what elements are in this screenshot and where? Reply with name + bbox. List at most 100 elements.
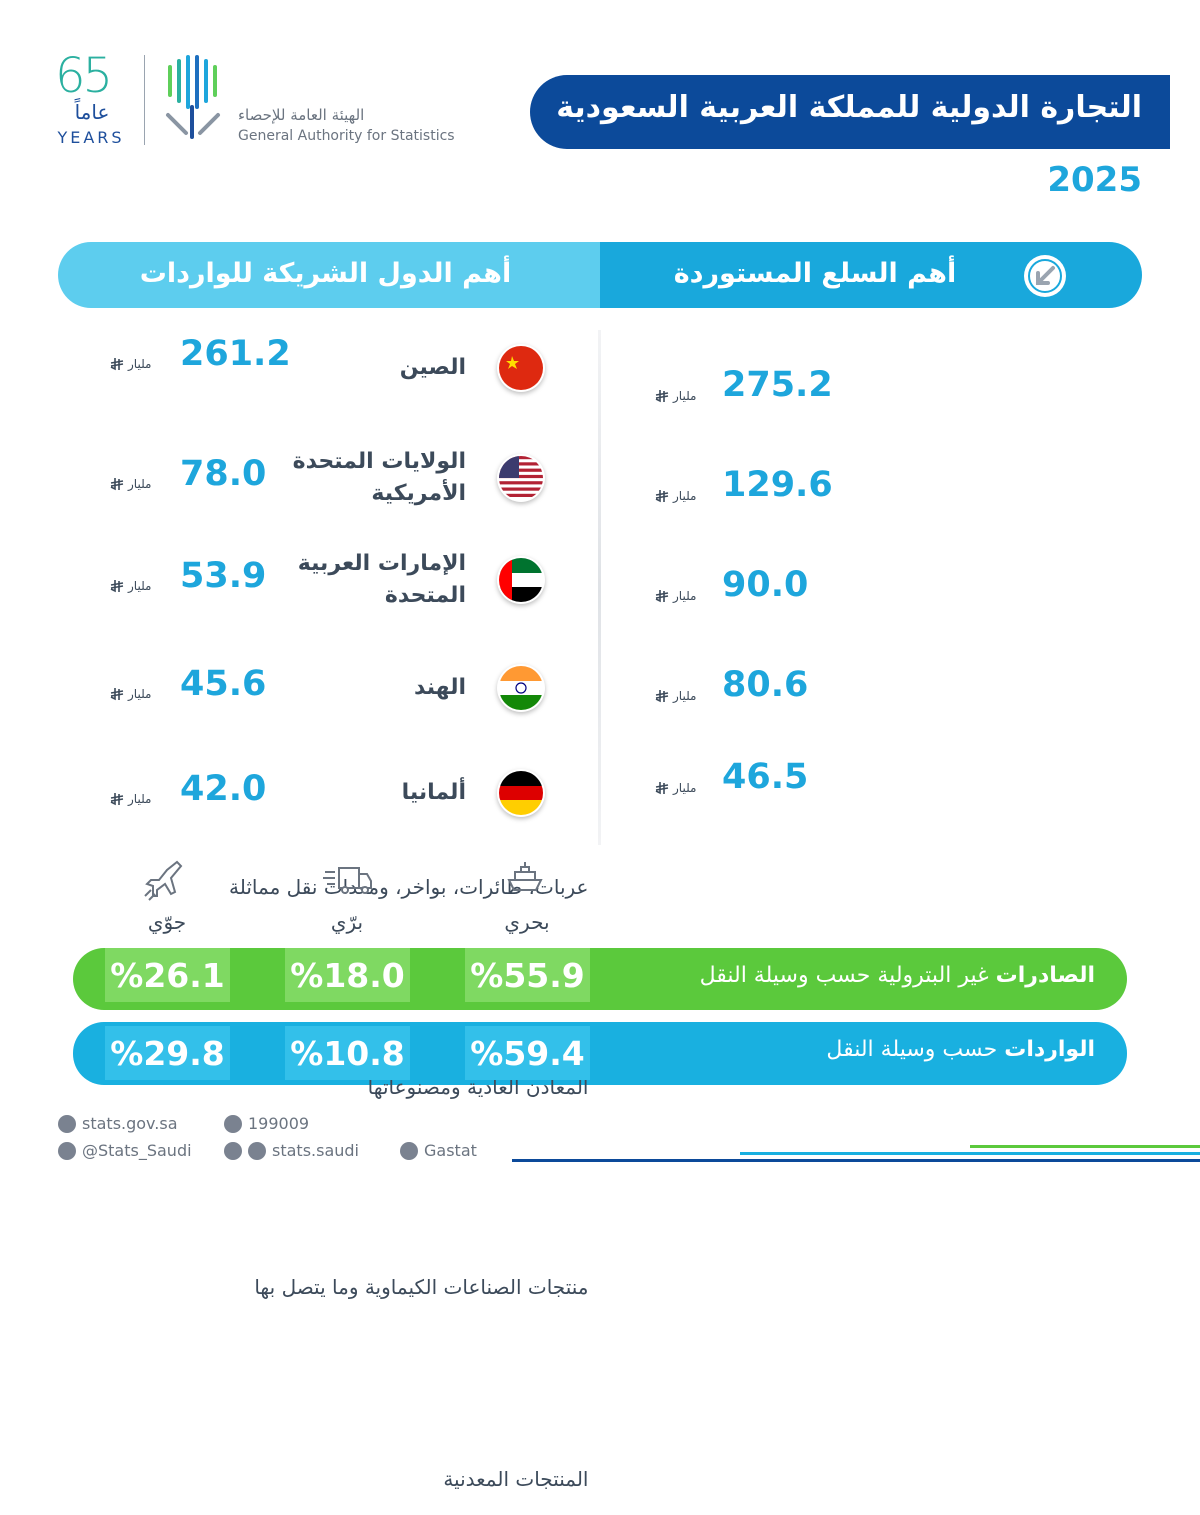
footer-icon — [58, 1141, 76, 1160]
goods-value: 275.2 — [722, 365, 833, 405]
flag — [497, 769, 545, 817]
unit: مليار المنتجات المعدنية — [443, 689, 697, 1491]
unit-text: مليار — [128, 357, 152, 371]
imports-share: %29.8 — [105, 1026, 230, 1080]
riyal-symbol — [110, 580, 124, 593]
goods-value: 46.5 — [722, 757, 809, 797]
unit: مليار — [110, 687, 151, 701]
exports-share: %18.0 — [285, 948, 410, 1002]
exports-share: %26.1 — [105, 948, 230, 1002]
footer-icon — [224, 1114, 242, 1133]
country: ألمانيا — [266, 757, 466, 829]
column-divider — [598, 330, 601, 845]
footer-website: stats.gov.sa — [58, 1114, 178, 1133]
riyal-symbol — [110, 358, 124, 371]
goods-label-text: المنتجات المعدنية — [443, 1467, 589, 1491]
transport-mode: برّي — [330, 910, 364, 934]
footer-line — [512, 1159, 1200, 1162]
icon — [507, 862, 543, 891]
imports-label-rest: حسب وسيلة النقل — [826, 1037, 998, 1062]
riyal-symbol — [655, 490, 669, 503]
unit-text: مليار — [673, 489, 697, 503]
riyal-symbol — [110, 478, 124, 491]
riyal-symbol — [655, 782, 669, 795]
unit: مليار — [655, 781, 696, 795]
goods-value: 129.6 — [722, 465, 833, 505]
gastat-emblem — [166, 55, 220, 139]
flag-image — [499, 771, 543, 815]
country-name: الولايات المتحدة الأمريكية — [292, 449, 466, 506]
org-name-en: General Authority for Statistics — [238, 128, 455, 144]
flag — [497, 344, 545, 392]
transport-mode: بحري — [504, 910, 550, 934]
logo-years-en: YEARS — [57, 128, 125, 147]
partner-value: 261.2 — [180, 334, 291, 374]
unit: مليار — [110, 792, 151, 806]
org-name-ar: الهيئة العامة للإحصاء — [238, 106, 365, 124]
unit-text: مليار — [673, 781, 697, 795]
import-icon — [1024, 255, 1066, 297]
transport-mode: جوّي — [147, 910, 187, 934]
imports-share: %10.8 — [285, 1026, 410, 1080]
riyal-symbol — [110, 688, 124, 701]
goods-label: المنتجات المعدنية — [338, 1443, 588, 1515]
footer-line — [740, 1152, 1200, 1155]
unit-text: مليار — [673, 589, 697, 603]
riyal-symbol — [110, 793, 124, 806]
unit-text: مليار — [128, 477, 152, 491]
unit: مليار المعادن العادية ومصنوعاتها — [368, 489, 697, 1099]
unit-text: مليار — [673, 389, 697, 403]
exports-bar — [73, 948, 1127, 1010]
transport-icon — [141, 856, 193, 902]
flag — [497, 454, 545, 502]
imports-label-bold: الواردات — [1004, 1037, 1095, 1062]
flag-image — [499, 666, 543, 710]
footer-instagram: stats.saudi — [224, 1141, 359, 1160]
unit: مليار منتجات الصناعات الكيماوية وما يتصل … — [254, 589, 697, 1299]
riyal-symbol — [655, 590, 669, 603]
footer-icon — [58, 1114, 76, 1133]
goods-label-text: منتجات الصناعات الكيماوية وما يتصل بها — [254, 1275, 589, 1299]
unit: مليار — [110, 357, 151, 371]
footer-text: 199009 — [248, 1114, 310, 1133]
imports-bar — [73, 1022, 1127, 1085]
imports-label: الواردات حسب وسيلة النقل — [826, 1037, 1095, 1062]
unit: مليار — [110, 477, 151, 491]
flag-image — [499, 456, 543, 500]
title: التجارة الدولية للمملكة العربية السعودية — [556, 90, 1142, 125]
logo-years-ar: عاماً — [74, 100, 110, 124]
goods-label: منتجات الصناعات الكيماوية وما يتصل بها — [254, 1251, 588, 1323]
goods-title: أهم السلع المستوردة — [673, 258, 957, 289]
transport-icon — [321, 856, 373, 902]
goods-value: 90.0 — [722, 565, 809, 605]
partner-value: 45.6 — [180, 664, 267, 704]
flag-image — [499, 346, 543, 390]
page: 65 عاماً YEARS الهيئة العامة للإحصاء Gen… — [55, 48, 1200, 1491]
transport-icon — [501, 856, 553, 902]
exports-share: %55.9 — [465, 948, 590, 1002]
country-name: الصين — [399, 355, 466, 380]
flag — [497, 664, 545, 712]
riyal-symbol — [655, 690, 669, 703]
footer-x: @Stats_Saudi — [58, 1141, 192, 1160]
icon — [323, 867, 372, 894]
year: 2025 — [1047, 160, 1142, 200]
country: الصين — [266, 332, 466, 404]
footer-phone: 199009 — [224, 1114, 309, 1133]
logo-number: 65 — [55, 48, 113, 104]
country: الإمارات العربية المتحدة — [266, 544, 466, 616]
unit: مليار — [110, 579, 151, 593]
partner-value: 53.9 — [180, 556, 267, 596]
unit-text: مليار — [673, 689, 697, 703]
divider — [144, 55, 145, 145]
icon — [144, 860, 183, 901]
unit-text: مليار — [128, 687, 152, 701]
footer-text: Gastat — [424, 1141, 477, 1160]
footer-icon — [248, 1141, 266, 1160]
footer-text: stats.saudi — [272, 1141, 359, 1160]
country: الهند — [266, 652, 466, 724]
footer-text: @Stats_Saudi — [82, 1141, 192, 1160]
unit-text: مليار — [128, 792, 152, 806]
partners-header — [58, 242, 600, 308]
partners-title: أهم الدول الشريكة للواردات — [139, 258, 512, 289]
